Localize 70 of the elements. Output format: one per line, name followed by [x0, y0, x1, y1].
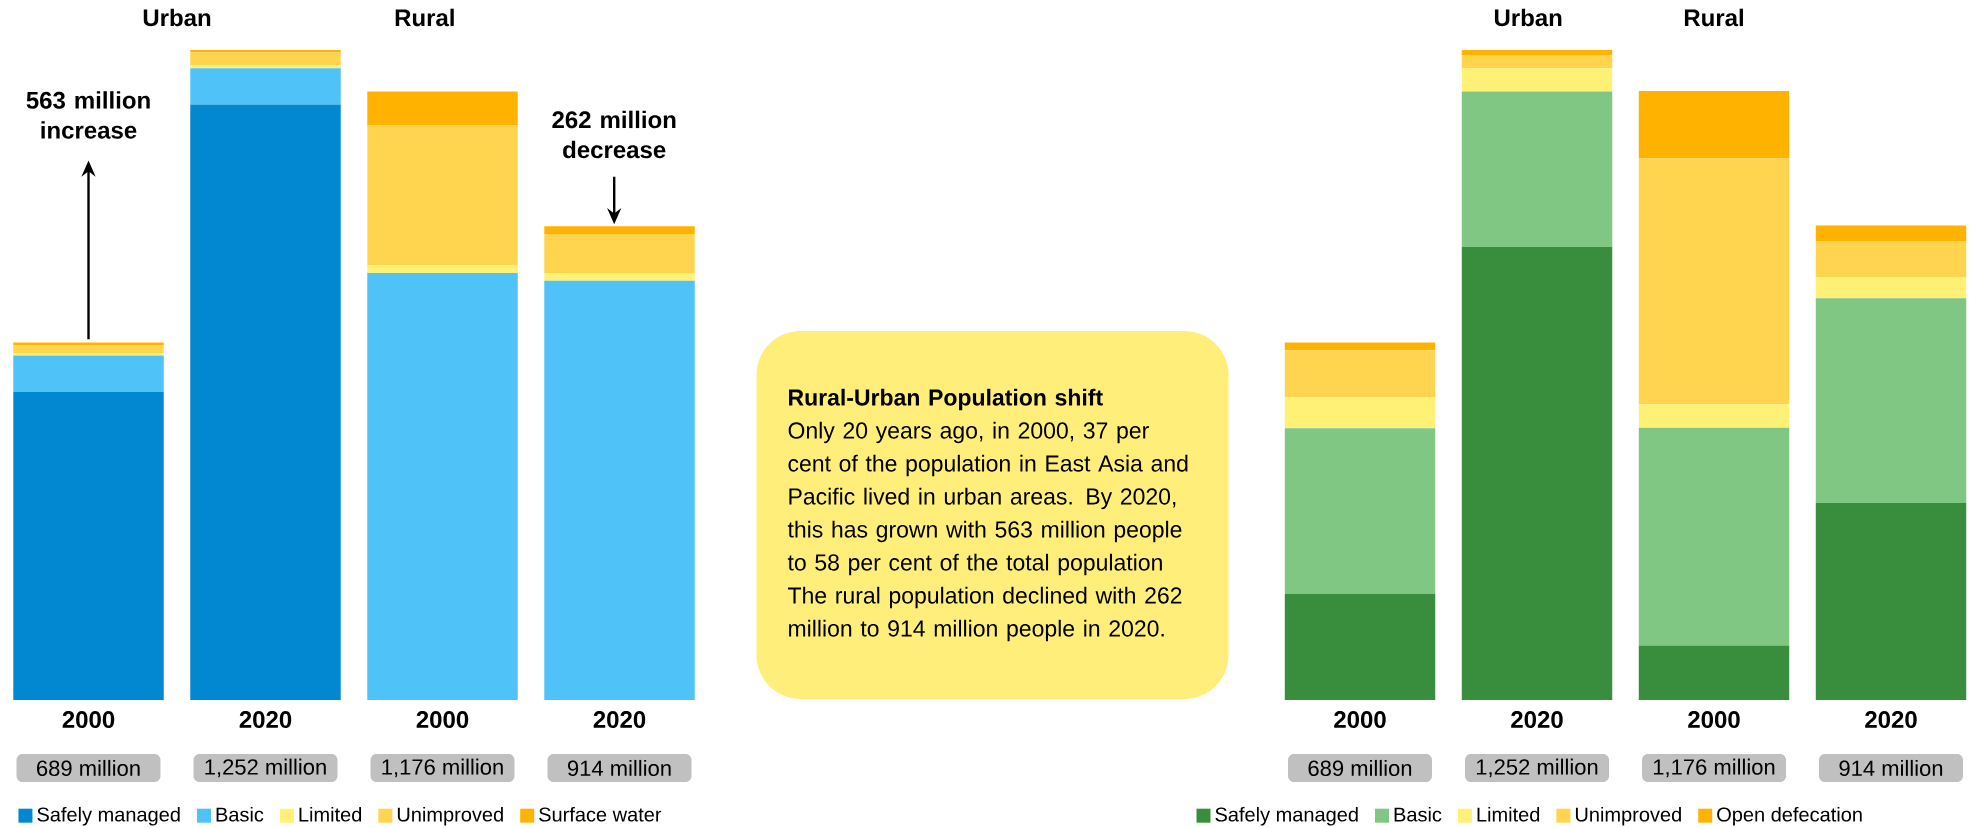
text: Rural: [1684, 8, 1743, 27]
text: 689 million: [1308, 759, 1412, 777]
bar: [1815, 277, 1967, 299]
text: Rural-Urban Population shift: [789, 388, 1103, 411]
bar: [13, 355, 164, 392]
bar: [1284, 428, 1436, 595]
bar: [190, 49, 341, 53]
bar: [190, 52, 341, 66]
bar: [1638, 404, 1790, 428]
bar: [1638, 645, 1790, 700]
legend-label: Limited: [1477, 806, 1540, 822]
bar: [1461, 49, 1613, 56]
text: 1,252 million: [205, 758, 326, 778]
bar: [544, 233, 695, 273]
bar: [1815, 298, 1967, 504]
bar: [1461, 68, 1613, 92]
x-tick-label: 2000: [62, 711, 115, 729]
bar: [367, 272, 518, 700]
legend-label: Basic: [1394, 806, 1442, 822]
bar: [1284, 342, 1436, 351]
bar: [1461, 246, 1613, 700]
bar: [190, 68, 341, 105]
x-tick-label: 2020: [1865, 711, 1917, 729]
x-tick-label: 2000: [1334, 711, 1386, 729]
annotation: 262 million decrease: [552, 110, 676, 159]
bar: [1461, 55, 1613, 69]
x-tick-label: 2020: [593, 711, 646, 729]
legend-label: Open defecation: [1717, 806, 1862, 826]
bar: [13, 391, 164, 700]
bar: [544, 280, 695, 700]
text: Rural: [395, 8, 454, 27]
bar: [1284, 350, 1436, 398]
x-tick-label: 2020: [239, 711, 292, 729]
text: 1,176 million: [382, 758, 503, 778]
bar: [1815, 241, 1967, 278]
bar: [1461, 91, 1613, 247]
bar: [1638, 90, 1790, 159]
legend-label: Safely managed: [1215, 806, 1358, 826]
legend-label: Basic: [216, 806, 264, 822]
bar: [367, 91, 518, 126]
legend-label: Limited: [299, 806, 362, 822]
bar: [13, 342, 164, 346]
bar: [1638, 158, 1790, 405]
text: 1,176 million: [1653, 758, 1775, 778]
annotation: 563 million increase: [26, 91, 150, 139]
bar: [1284, 397, 1436, 429]
bar: [544, 226, 695, 234]
text: Only 20 years ago, in 2000, 37 per cent of the population in East Asia and Pacific lived in urban areas. By 2020, this has grown with 563 million people to 58 per cent of the total population The rural population declined with 262 million to 914 million people in 2020.: [787, 421, 1188, 642]
bar: [13, 345, 164, 353]
x-tick-label: 2020: [1511, 711, 1563, 729]
text: 914 million: [567, 759, 671, 777]
bar: [1815, 503, 1967, 700]
legend-label: Unimproved: [1575, 806, 1681, 826]
bar: [544, 272, 695, 281]
text: Urban: [143, 8, 211, 27]
text: 914 million: [1839, 759, 1943, 777]
x-tick-label: 2000: [416, 711, 469, 729]
text: 689 million: [37, 759, 140, 777]
bar: [1284, 594, 1436, 700]
text: 1,252 million: [1476, 758, 1598, 778]
legend-label: Unimproved: [397, 806, 503, 826]
bar: [367, 125, 518, 266]
bar: [367, 265, 518, 273]
bar: [1815, 225, 1967, 242]
legend-label: Surface water: [539, 806, 662, 822]
x-tick-label: 2000: [1688, 711, 1740, 729]
legend-label: Safely managed: [37, 806, 180, 826]
bar: [1638, 427, 1790, 646]
text: Urban: [1494, 8, 1562, 27]
bar: [190, 104, 341, 700]
